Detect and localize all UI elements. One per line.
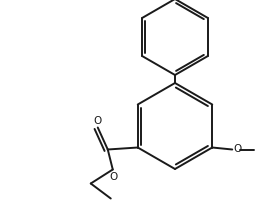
Text: O: O [233, 145, 241, 154]
Text: O: O [110, 172, 118, 181]
Text: O: O [94, 116, 102, 127]
